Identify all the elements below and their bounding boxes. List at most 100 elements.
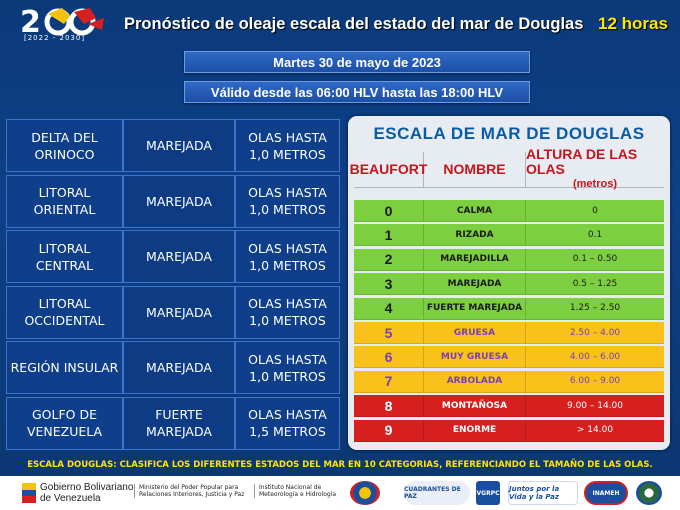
forecast-date: Martes 30 de mayo de 2023 bbox=[184, 51, 530, 73]
scale-level: 5 bbox=[354, 322, 424, 344]
vgrpc-label: VGRPC bbox=[476, 489, 500, 497]
scale-header-beaufort: BEAUFORT bbox=[350, 152, 427, 188]
footer-logos: Gobierno Bolivariano de Venezuela Minist… bbox=[0, 476, 680, 510]
region-row: DELTA DEL ORINOCO MAREJADA OLAS HASTA 1,0 … bbox=[6, 119, 340, 172]
scale-height: 0.5 – 1.25 bbox=[526, 273, 664, 296]
scale-header-name: NOMBRE bbox=[424, 152, 526, 188]
scale-level: 9 bbox=[354, 419, 424, 442]
scale-height: 6.00 – 9.00 bbox=[526, 371, 664, 393]
scale-height: 0 bbox=[526, 200, 664, 222]
scale-name: FUERTE MAREJADA bbox=[424, 297, 526, 320]
region-waves-cell: OLAS HASTA 1,0 METROS bbox=[235, 285, 340, 339]
scale-header-height-label: ALTURA DE LAS OLAS bbox=[526, 146, 638, 177]
scale-row: 5 GRUESA 2.50 – 4.00 bbox=[354, 322, 664, 344]
scale-header-height-unit: (metros) bbox=[572, 178, 617, 190]
gov-line2: de Venezuela bbox=[40, 493, 101, 504]
scale-row: 9 ENORME > 14.00 bbox=[354, 419, 664, 442]
region-state-cell: MAREJADA bbox=[123, 119, 235, 172]
svg-text:2: 2 bbox=[20, 5, 41, 40]
scale-height: 9.00 – 14.00 bbox=[526, 395, 664, 418]
region-region-cell: GOLFO DE VENEZUELA bbox=[6, 396, 123, 450]
region-waves-cell: OLAS HASTA 1,0 METROS bbox=[235, 230, 340, 283]
scale-height: 0.1 bbox=[526, 224, 664, 247]
scale-level: 2 bbox=[354, 248, 424, 271]
regions-table: DELTA DEL ORINOCO MAREJADA OLAS HASTA 1,0 … bbox=[6, 119, 340, 453]
region-region-cell: REGIÓN INSULAR bbox=[6, 341, 123, 394]
region-state-cell: MAREJADA bbox=[123, 230, 235, 283]
region-state-cell: MAREJADA bbox=[123, 174, 235, 228]
inameh-logo: INAMEH bbox=[584, 481, 628, 505]
venezuela-flag-icon bbox=[22, 483, 36, 503]
juntos-label: Juntos por la Vida y la Paz bbox=[509, 485, 560, 501]
region-row: LITORAL OCCIDENTAL MAREJADA OLAS HASTA 1,0… bbox=[6, 285, 340, 339]
footer-note: ESCALA DOUGLAS: CLASIFICA LOS DIFERENTES… bbox=[27, 460, 653, 470]
region-row: LITORAL ORIENTAL MAREJADA OLAS HASTA 1,0 M… bbox=[6, 174, 340, 228]
region-waves-cell: OLAS HASTA 1,5 METROS bbox=[235, 396, 340, 450]
page-title: Pronóstico de oleaje escala del estado d… bbox=[124, 14, 668, 34]
region-waves-cell: OLAS HASTA 1,0 METROS bbox=[235, 119, 340, 172]
scale-name: MAREJADILLA bbox=[424, 248, 526, 271]
scale-row: 1 RIZADA 0.1 bbox=[354, 224, 664, 247]
scale-row: 7 ARBOLADA 6.00 – 9.00 bbox=[354, 370, 664, 393]
institute-name: Instituto Nacional de Meteorología e Hid… bbox=[254, 484, 340, 498]
region-region-cell: DELTA DEL ORINOCO bbox=[6, 119, 123, 172]
region-row: GOLFO DE VENEZUELA FUERTE MAREJADA OLAS HA… bbox=[6, 396, 340, 450]
scale-height: 0.1 – 0.50 bbox=[526, 249, 664, 271]
scale-name: MAREJADA bbox=[424, 273, 526, 296]
scale-header-beaufort-label: BEAUFORT bbox=[349, 161, 428, 177]
region-row: REGIÓN INSULAR MAREJADA OLAS HASTA 1,0 MET… bbox=[6, 341, 340, 394]
juntos-logo: Juntos por la Vida y la Paz bbox=[508, 481, 578, 505]
scale-name: RIZADA bbox=[424, 224, 526, 247]
region-state-cell: MAREJADA bbox=[123, 341, 235, 394]
scale-name: MUY GRUESA bbox=[424, 346, 526, 369]
scale-header-name-label: NOMBRE bbox=[443, 161, 506, 177]
scale-name: CALMA bbox=[424, 200, 526, 222]
scale-level: 1 bbox=[354, 224, 424, 247]
region-state-cell: MAREJADA bbox=[123, 285, 235, 339]
scale-level: 8 bbox=[354, 395, 424, 418]
region-waves-cell: OLAS HASTA 1,0 METROS bbox=[235, 174, 340, 228]
scale-row: 3 MAREJADA 0.5 – 1.25 bbox=[354, 273, 664, 296]
shield-icon bbox=[636, 481, 662, 505]
scale-row: 2 MAREJADILLA 0.1 – 0.50 bbox=[354, 248, 664, 271]
scale-height: 4.00 – 6.00 bbox=[526, 346, 664, 369]
scale-level: 7 bbox=[354, 370, 424, 393]
scale-name: GRUESA bbox=[424, 322, 526, 344]
scale-level: 0 bbox=[354, 200, 424, 222]
cuadrantes-label: CUADRANTES DE PAZ bbox=[404, 486, 461, 500]
douglas-scale-card: ESCALA DE MAR DE DOUGLAS BEAUFORT NOMBRE… bbox=[348, 116, 670, 450]
scale-row: 6 MUY GRUESA 4.00 – 6.00 bbox=[354, 346, 664, 369]
scale-header-height: ALTURA DE LAS OLAS (metros) bbox=[526, 147, 664, 190]
validity-period: Válido desde las 06:00 HLV hasta las 18:… bbox=[184, 81, 530, 103]
cuadrantes-logo: CUADRANTES DE PAZ bbox=[404, 481, 470, 505]
scale-height: 1.25 – 2.50 bbox=[526, 298, 664, 320]
region-row: LITORAL CENTRAL MAREJADA OLAS HASTA 1,0 ME… bbox=[6, 230, 340, 283]
scale-height: 2.50 – 4.00 bbox=[526, 322, 664, 344]
gov-line1: Gobierno Bolivariano bbox=[40, 482, 134, 493]
logo-years: [2022 - 2030] bbox=[24, 34, 86, 42]
region-state-cell: FUERTE MAREJADA bbox=[123, 396, 235, 450]
bicentennial-logo: 2 [2022 - 2030] bbox=[18, 4, 114, 44]
header: 2 [2022 - 2030] Pronóstico de oleaje esc… bbox=[0, 0, 680, 46]
scale-row: 4 FUERTE MAREJADA 1.25 – 2.50 bbox=[354, 297, 664, 320]
scale-level: 3 bbox=[354, 273, 424, 296]
emblem-icon bbox=[350, 481, 380, 505]
scale-row: 0 CALMA 0 bbox=[354, 200, 664, 222]
ministry-name: Ministerio del Poder Popular para Relaci… bbox=[134, 484, 246, 498]
scale-level: 6 bbox=[354, 346, 424, 369]
region-region-cell: LITORAL OCCIDENTAL bbox=[6, 285, 123, 339]
title-text: Pronóstico de oleaje escala del estado d… bbox=[124, 15, 584, 33]
inameh-label: INAMEH bbox=[592, 489, 620, 497]
scale-height: > 14.00 bbox=[526, 420, 664, 442]
scale-title: ESCALA DE MAR DE DOUGLAS bbox=[373, 124, 645, 143]
scale-name: ENORME bbox=[424, 419, 526, 442]
scale-row: 8 MONTAÑOSA 9.00 – 14.00 bbox=[354, 395, 664, 418]
region-region-cell: LITORAL ORIENTAL bbox=[6, 174, 123, 228]
scale-name: MONTAÑOSA bbox=[424, 395, 526, 418]
region-waves-cell: OLAS HASTA 1,0 METROS bbox=[235, 341, 340, 394]
scale-level: 4 bbox=[354, 297, 424, 320]
vgrpc-logo: VGRPC bbox=[476, 481, 500, 505]
government-logo: Gobierno Bolivariano de Venezuela bbox=[22, 481, 133, 505]
region-region-cell: LITORAL CENTRAL bbox=[6, 230, 123, 283]
title-hours: 12 horas bbox=[598, 14, 668, 33]
